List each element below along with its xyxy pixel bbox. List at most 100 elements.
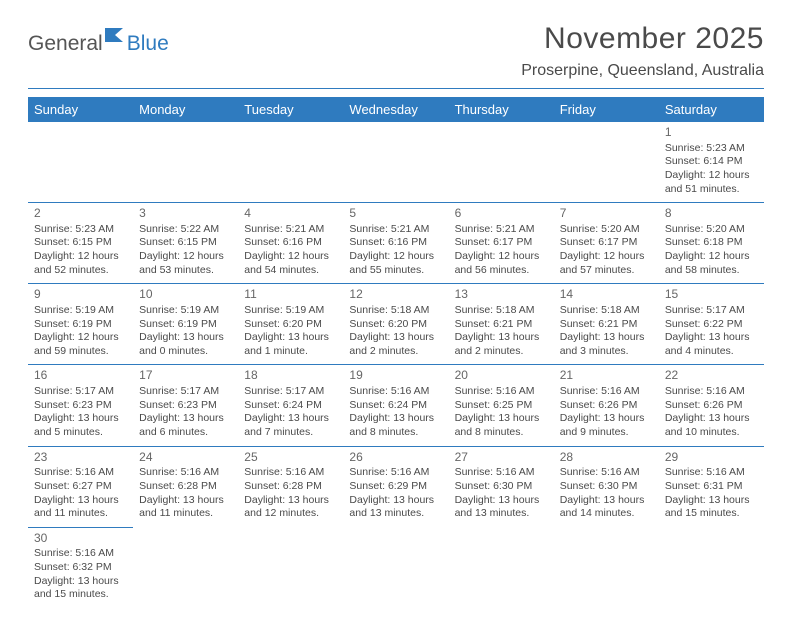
sunrise-text: Sunrise: 5:21 AM	[349, 223, 442, 237]
calendar-day-cell: 15Sunrise: 5:17 AMSunset: 6:22 PMDayligh…	[659, 284, 764, 365]
location: Proserpine, Queensland, Australia	[521, 62, 764, 80]
sunset-text: Sunset: 6:15 PM	[34, 236, 127, 250]
daylight-text: Daylight: 13 hours	[349, 331, 442, 345]
sunrise-text: Sunrise: 5:17 AM	[139, 385, 232, 399]
daylight-text: and 56 minutes.	[455, 264, 548, 278]
daylight-text: and 8 minutes.	[349, 426, 442, 440]
day-number: 11	[244, 287, 337, 303]
daylight-text: and 3 minutes.	[560, 345, 653, 359]
sunrise-text: Sunrise: 5:20 AM	[560, 223, 653, 237]
weekday-header: Monday	[133, 97, 238, 122]
calendar-empty-cell	[554, 122, 659, 203]
sunset-text: Sunset: 6:23 PM	[34, 399, 127, 413]
daylight-text: Daylight: 13 hours	[139, 412, 232, 426]
sunset-text: Sunset: 6:22 PM	[665, 318, 758, 332]
calendar-empty-cell	[449, 527, 554, 608]
calendar-day-cell: 27Sunrise: 5:16 AMSunset: 6:30 PMDayligh…	[449, 446, 554, 527]
calendar-day-cell: 7Sunrise: 5:20 AMSunset: 6:17 PMDaylight…	[554, 203, 659, 284]
sunset-text: Sunset: 6:16 PM	[244, 236, 337, 250]
calendar-day-cell: 5Sunrise: 5:21 AMSunset: 6:16 PMDaylight…	[343, 203, 448, 284]
calendar-day-cell: 4Sunrise: 5:21 AMSunset: 6:16 PMDaylight…	[238, 203, 343, 284]
sunset-text: Sunset: 6:27 PM	[34, 480, 127, 494]
calendar-day-cell: 12Sunrise: 5:18 AMSunset: 6:20 PMDayligh…	[343, 284, 448, 365]
daylight-text: Daylight: 13 hours	[560, 412, 653, 426]
calendar-day-cell: 1Sunrise: 5:23 AMSunset: 6:14 PMDaylight…	[659, 122, 764, 203]
calendar-day-cell: 20Sunrise: 5:16 AMSunset: 6:25 PMDayligh…	[449, 365, 554, 446]
day-number: 30	[34, 531, 127, 547]
daylight-text: and 2 minutes.	[455, 345, 548, 359]
daylight-text: Daylight: 12 hours	[34, 250, 127, 264]
calendar-week-row: 30Sunrise: 5:16 AMSunset: 6:32 PMDayligh…	[28, 527, 764, 608]
weekday-header: Wednesday	[343, 97, 448, 122]
sunset-text: Sunset: 6:17 PM	[560, 236, 653, 250]
calendar-day-cell: 16Sunrise: 5:17 AMSunset: 6:23 PMDayligh…	[28, 365, 133, 446]
sunrise-text: Sunrise: 5:17 AM	[34, 385, 127, 399]
calendar-day-cell: 9Sunrise: 5:19 AMSunset: 6:19 PMDaylight…	[28, 284, 133, 365]
daylight-text: and 57 minutes.	[560, 264, 653, 278]
sunrise-text: Sunrise: 5:23 AM	[34, 223, 127, 237]
sunrise-text: Sunrise: 5:21 AM	[244, 223, 337, 237]
sunrise-text: Sunrise: 5:16 AM	[34, 547, 127, 561]
sunset-text: Sunset: 6:23 PM	[139, 399, 232, 413]
calendar-day-cell: 29Sunrise: 5:16 AMSunset: 6:31 PMDayligh…	[659, 446, 764, 527]
calendar-day-cell: 3Sunrise: 5:22 AMSunset: 6:15 PMDaylight…	[133, 203, 238, 284]
sunrise-text: Sunrise: 5:18 AM	[455, 304, 548, 318]
day-number: 14	[560, 287, 653, 303]
sunset-text: Sunset: 6:20 PM	[349, 318, 442, 332]
daylight-text: Daylight: 12 hours	[560, 250, 653, 264]
calendar-empty-cell	[343, 527, 448, 608]
day-number: 2	[34, 206, 127, 222]
calendar-day-cell: 21Sunrise: 5:16 AMSunset: 6:26 PMDayligh…	[554, 365, 659, 446]
weekday-header: Friday	[554, 97, 659, 122]
sunset-text: Sunset: 6:32 PM	[34, 561, 127, 575]
sunrise-text: Sunrise: 5:16 AM	[349, 466, 442, 480]
weekday-header: Sunday	[28, 97, 133, 122]
sunset-text: Sunset: 6:24 PM	[244, 399, 337, 413]
daylight-text: and 51 minutes.	[665, 183, 758, 197]
weekday-header: Thursday	[449, 97, 554, 122]
daylight-text: Daylight: 13 hours	[560, 494, 653, 508]
daylight-text: and 14 minutes.	[560, 507, 653, 521]
sunset-text: Sunset: 6:30 PM	[560, 480, 653, 494]
daylight-text: and 54 minutes.	[244, 264, 337, 278]
daylight-text: Daylight: 12 hours	[665, 169, 758, 183]
sunset-text: Sunset: 6:14 PM	[665, 155, 758, 169]
daylight-text: Daylight: 13 hours	[34, 575, 127, 589]
logo-text-blue: Blue	[127, 32, 169, 56]
sunrise-text: Sunrise: 5:19 AM	[244, 304, 337, 318]
weekday-header: Tuesday	[238, 97, 343, 122]
daylight-text: Daylight: 12 hours	[244, 250, 337, 264]
divider	[28, 88, 764, 89]
calendar-day-cell: 23Sunrise: 5:16 AMSunset: 6:27 PMDayligh…	[28, 446, 133, 527]
daylight-text: Daylight: 13 hours	[455, 412, 548, 426]
logo-text-general: General	[28, 32, 103, 56]
daylight-text: Daylight: 13 hours	[665, 331, 758, 345]
sunrise-text: Sunrise: 5:16 AM	[455, 385, 548, 399]
daylight-text: and 9 minutes.	[560, 426, 653, 440]
title-block: November 2025 Proserpine, Queensland, Au…	[521, 22, 764, 80]
sunset-text: Sunset: 6:18 PM	[665, 236, 758, 250]
calendar-day-cell: 6Sunrise: 5:21 AMSunset: 6:17 PMDaylight…	[449, 203, 554, 284]
day-number: 23	[34, 450, 127, 466]
calendar-week-row: 2Sunrise: 5:23 AMSunset: 6:15 PMDaylight…	[28, 203, 764, 284]
sunset-text: Sunset: 6:30 PM	[455, 480, 548, 494]
sunrise-text: Sunrise: 5:21 AM	[455, 223, 548, 237]
daylight-text: and 55 minutes.	[349, 264, 442, 278]
calendar-day-cell: 26Sunrise: 5:16 AMSunset: 6:29 PMDayligh…	[343, 446, 448, 527]
day-number: 4	[244, 206, 337, 222]
logo: General Blue	[28, 28, 169, 59]
calendar-day-cell: 28Sunrise: 5:16 AMSunset: 6:30 PMDayligh…	[554, 446, 659, 527]
sunset-text: Sunset: 6:20 PM	[244, 318, 337, 332]
calendar-empty-cell	[238, 122, 343, 203]
sunset-text: Sunset: 6:21 PM	[560, 318, 653, 332]
calendar-day-cell: 18Sunrise: 5:17 AMSunset: 6:24 PMDayligh…	[238, 365, 343, 446]
day-number: 15	[665, 287, 758, 303]
sunset-text: Sunset: 6:16 PM	[349, 236, 442, 250]
daylight-text: and 11 minutes.	[34, 507, 127, 521]
daylight-text: Daylight: 13 hours	[139, 331, 232, 345]
day-number: 8	[665, 206, 758, 222]
daylight-text: Daylight: 12 hours	[349, 250, 442, 264]
daylight-text: and 58 minutes.	[665, 264, 758, 278]
calendar-empty-cell	[133, 527, 238, 608]
daylight-text: and 52 minutes.	[34, 264, 127, 278]
